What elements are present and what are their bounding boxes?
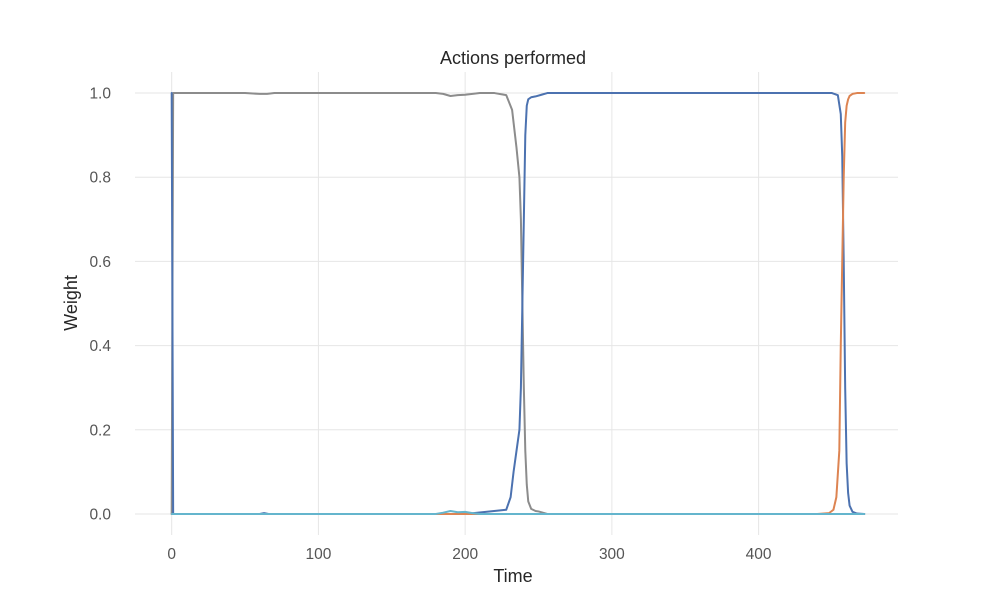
x-gridlines — [171, 72, 760, 535]
x-tick-label: 200 — [452, 546, 478, 563]
y-tick-label: 1.0 — [89, 86, 111, 103]
y-tick-label: 0.8 — [89, 170, 111, 187]
series-line-1 — [170, 92, 866, 515]
y-tick-labels: 0.0 0.2 0.4 0.6 0.8 1.0 — [89, 86, 111, 524]
y-tick-label: 0.6 — [89, 254, 111, 271]
series-line-3 — [170, 92, 866, 515]
x-axis-label: Time — [493, 566, 532, 586]
x-tick-label: 300 — [599, 546, 625, 563]
chart-title: Actions performed — [440, 48, 586, 68]
y-tick-label: 0.0 — [89, 506, 111, 523]
y-axis-label: Weight — [61, 275, 81, 331]
y-tick-label: 0.2 — [89, 422, 111, 439]
x-tick-label: 100 — [305, 546, 331, 563]
series-layer — [170, 92, 866, 515]
x-tick-label: 400 — [746, 546, 772, 563]
series-line-4 — [170, 510, 866, 515]
x-tick-labels: 0 100 200 300 400 — [167, 546, 772, 563]
x-tick-label: 0 — [167, 546, 176, 563]
y-tick-label: 0.4 — [89, 338, 111, 355]
